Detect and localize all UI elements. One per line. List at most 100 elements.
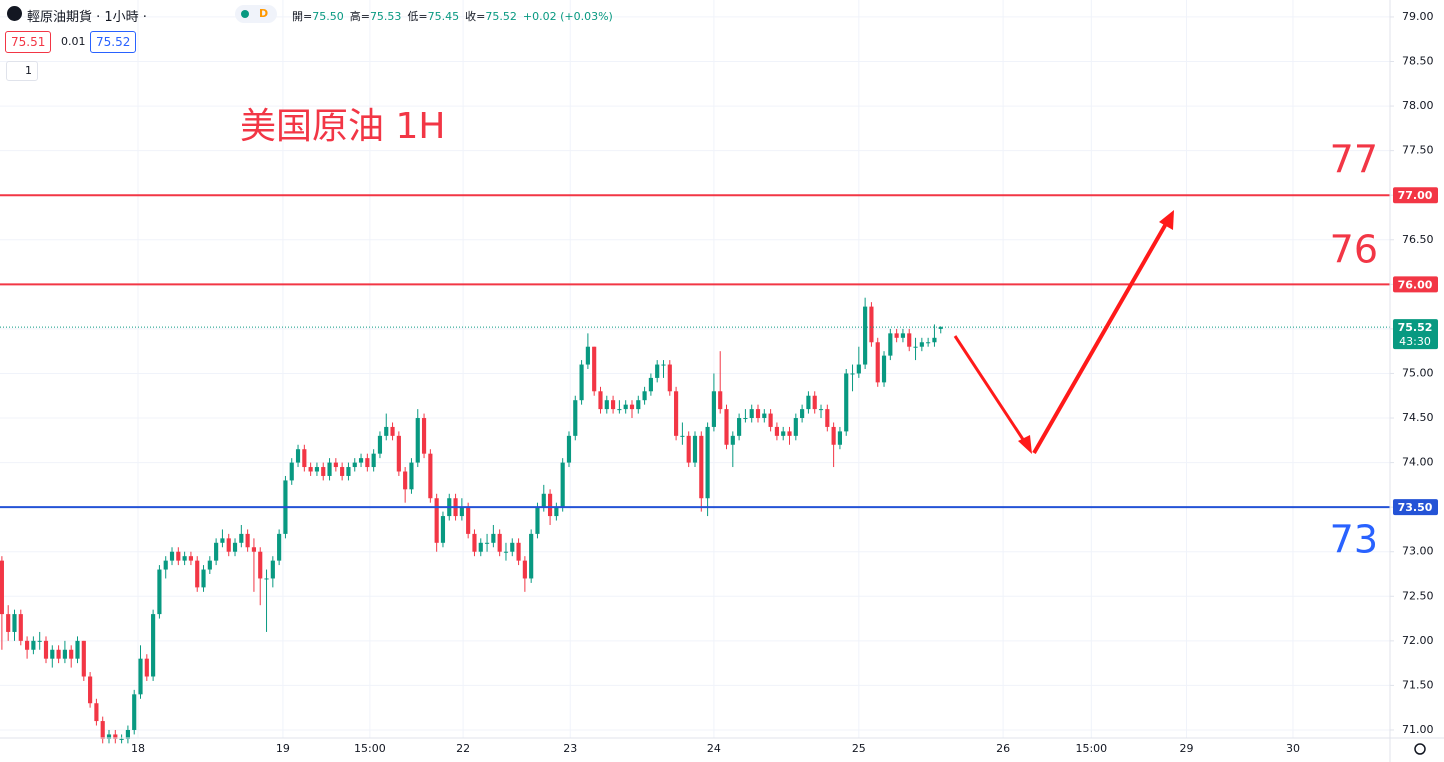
candle-body <box>768 413 773 427</box>
market-dot <box>241 10 249 18</box>
candle-body <box>472 533 477 552</box>
x-tick-label: 15:00 <box>1075 742 1107 755</box>
bid-box[interactable]: 75.51 <box>5 31 52 53</box>
candle-body <box>428 453 433 499</box>
ohlc-label: 低= <box>407 10 428 23</box>
y-tick-label: 78.50 <box>1402 55 1434 68</box>
candle-body <box>365 458 370 468</box>
candle-body <box>661 364 666 366</box>
ohlc-value: 75.53 <box>369 10 402 23</box>
candle-body <box>12 614 17 632</box>
candle-body <box>938 327 943 329</box>
candle-body <box>837 431 843 445</box>
candle-body <box>371 453 376 468</box>
y-tick-label: 75.00 <box>1402 366 1434 379</box>
candle-body <box>18 614 23 641</box>
y-tick-label: 71.50 <box>1402 678 1434 691</box>
last-price-tag <box>1393 319 1438 350</box>
ask-box[interactable]: 75.52 <box>90 31 137 53</box>
y-tick-label: 78.00 <box>1402 99 1434 112</box>
candle-body <box>535 507 540 534</box>
candle-body <box>566 435 572 463</box>
candle-body <box>642 391 647 401</box>
candle-body <box>743 418 748 420</box>
candle-body <box>516 542 521 561</box>
candle-body <box>201 569 206 588</box>
candle-body <box>207 560 212 570</box>
candle-body <box>220 538 225 543</box>
candle-body <box>812 395 817 410</box>
spread: 0.01 <box>61 35 86 48</box>
candle-body <box>340 467 345 476</box>
candle-body <box>522 560 527 579</box>
arrowhead <box>1159 210 1174 230</box>
annotation: 73 <box>1330 518 1378 562</box>
last-price-label: 75.52 <box>1398 321 1433 334</box>
candle-body <box>0 560 4 615</box>
candle-body <box>913 346 918 348</box>
change: +0.02 (+0.03%) <box>522 10 613 23</box>
candle-body <box>434 498 439 543</box>
ohlc-label: 收= <box>465 10 486 23</box>
ohlc-value: 75.45 <box>427 10 460 23</box>
x-tick-label: 25 <box>852 742 866 755</box>
candle-body <box>352 462 357 468</box>
candle-body <box>503 551 509 553</box>
interval-toggle[interactable]: 1 <box>6 61 38 81</box>
candle-body <box>50 649 55 659</box>
candle-body <box>711 391 716 427</box>
candle-body <box>856 364 861 374</box>
candle-body <box>459 507 464 517</box>
candle-body <box>144 658 149 677</box>
y-tick-label: 73.00 <box>1402 545 1434 558</box>
y-tick-label: 77.50 <box>1402 144 1434 157</box>
ohlc-values: 開=75.50 高=75.53 低=75.45 收=75.52 +0.02 (+0.03… <box>292 8 613 24</box>
candle-body <box>497 533 502 552</box>
level-tag <box>1393 187 1438 204</box>
candle-body <box>724 409 729 445</box>
candle-body <box>762 413 767 419</box>
candle-body <box>346 467 351 476</box>
level-tag-label: 73.50 <box>1398 501 1433 514</box>
candle-body <box>258 551 263 579</box>
candle-body <box>377 435 383 454</box>
candle-body <box>926 342 931 344</box>
candle-body <box>510 542 515 552</box>
ohlc-value: 75.50 <box>312 10 344 23</box>
candle-body <box>31 640 36 650</box>
candle-body <box>484 542 490 544</box>
candle-body <box>554 507 559 517</box>
candle-body <box>415 418 420 463</box>
candle-body <box>932 337 937 343</box>
x-tick-label: 22 <box>456 742 470 755</box>
candle-body <box>800 409 805 419</box>
candle-body <box>25 640 30 650</box>
candle-body <box>245 533 250 548</box>
candle-body <box>667 364 672 392</box>
candle-body <box>151 614 156 677</box>
candle-body <box>491 533 496 543</box>
candle-body <box>295 449 301 463</box>
level-tag-label: 76.00 <box>1398 278 1433 291</box>
candle-body <box>705 426 710 499</box>
settings-icon[interactable] <box>1414 743 1426 755</box>
candle-body <box>680 435 685 437</box>
candle-body <box>547 493 553 517</box>
candle-body <box>894 333 899 338</box>
x-tick-label: 15:00 <box>354 742 386 755</box>
y-tick-label: 71.00 <box>1402 723 1434 736</box>
candle-body <box>226 538 231 552</box>
y-tick-label: 72.50 <box>1402 589 1434 602</box>
symbol-name[interactable]: 輕原油期貨 · 1小時 · <box>27 10 147 25</box>
annotation: 76 <box>1330 228 1378 272</box>
candle-body <box>686 435 691 463</box>
candle-body <box>239 533 244 543</box>
y-tick-label: 72.00 <box>1402 634 1434 647</box>
candle-body <box>308 467 313 472</box>
candle-body <box>604 400 609 410</box>
candle-body <box>585 346 590 365</box>
level-tag <box>1393 499 1438 516</box>
forecast-arrows <box>953 210 1174 454</box>
